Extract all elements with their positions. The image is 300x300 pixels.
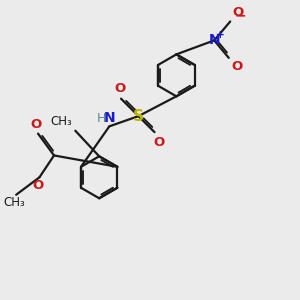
Text: CH₃: CH₃ <box>50 115 72 128</box>
Text: O: O <box>232 6 244 19</box>
Text: −: − <box>235 9 246 22</box>
Text: +: + <box>216 30 224 40</box>
Text: CH₃: CH₃ <box>4 196 26 209</box>
Text: O: O <box>30 118 41 131</box>
Text: N: N <box>208 33 220 47</box>
Text: O: O <box>32 179 44 192</box>
Text: H: H <box>97 112 106 125</box>
Text: S: S <box>133 109 144 124</box>
Text: N: N <box>103 111 115 125</box>
Text: O: O <box>231 60 242 73</box>
Text: O: O <box>153 136 164 148</box>
Text: O: O <box>114 82 125 95</box>
